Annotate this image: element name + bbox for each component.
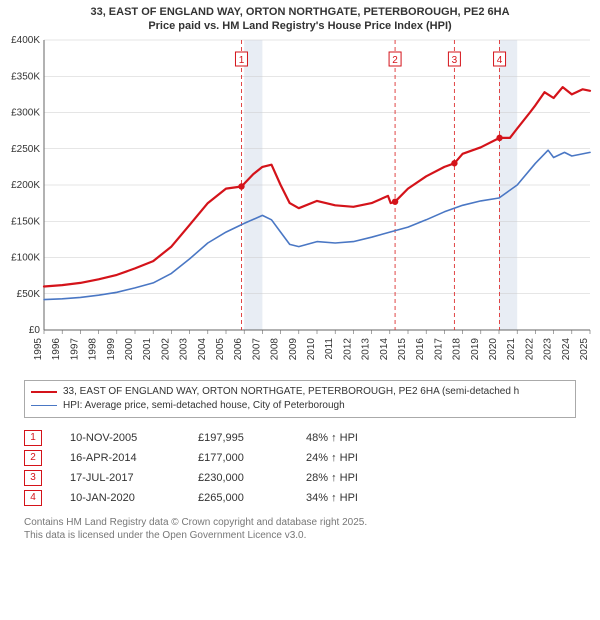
svg-text:1999: 1999 <box>106 337 117 360</box>
svg-text:£300K: £300K <box>11 107 40 118</box>
svg-text:£150K: £150K <box>11 216 40 227</box>
svg-text:2021: 2021 <box>506 337 517 360</box>
sale-point-date: 10-JAN-2020 <box>70 492 170 504</box>
sale-point-row: 1 10-NOV-2005 £197,995 48% ↑ HPI <box>24 428 576 448</box>
legend-label: HPI: Average price, semi-detached house,… <box>63 399 345 413</box>
sale-point-delta: 34% ↑ HPI <box>306 492 396 504</box>
svg-text:2018: 2018 <box>452 337 463 360</box>
svg-text:2000: 2000 <box>124 337 135 360</box>
svg-text:£100K: £100K <box>11 252 40 263</box>
svg-text:2006: 2006 <box>233 337 244 360</box>
chart-title: 33, EAST OF ENGLAND WAY, ORTON NORTHGATE… <box>0 0 600 36</box>
svg-text:2003: 2003 <box>179 337 190 360</box>
svg-text:1996: 1996 <box>51 337 62 360</box>
svg-text:2004: 2004 <box>197 337 208 360</box>
svg-text:2002: 2002 <box>160 337 171 360</box>
sale-point-date: 17-JUL-2017 <box>70 472 170 484</box>
legend-swatch <box>31 391 57 393</box>
svg-text:£400K: £400K <box>11 36 40 46</box>
title-line-2: Price paid vs. HM Land Registry's House … <box>4 20 596 34</box>
sale-point-row: 2 16-APR-2014 £177,000 24% ↑ HPI <box>24 448 576 468</box>
data-licence-caption: Contains HM Land Registry data © Crown c… <box>24 516 576 542</box>
svg-text:£50K: £50K <box>17 288 41 299</box>
sale-point-row: 4 10-JAN-2020 £265,000 34% ↑ HPI <box>24 488 576 508</box>
svg-text:2023: 2023 <box>543 337 554 360</box>
sale-points-table: 1 10-NOV-2005 £197,995 48% ↑ HPI 2 16-APR-201… <box>24 428 576 508</box>
legend-swatch <box>31 405 57 406</box>
svg-text:2015: 2015 <box>397 337 408 360</box>
sale-point-price: £197,995 <box>198 432 278 444</box>
svg-text:2016: 2016 <box>415 337 426 360</box>
legend-item: HPI: Average price, semi-detached house,… <box>31 399 569 413</box>
sale-point-marker: 4 <box>24 490 42 506</box>
legend-item: 33, EAST OF ENGLAND WAY, ORTON NORTHGATE… <box>31 385 569 399</box>
svg-text:£350K: £350K <box>11 71 40 82</box>
svg-text:4: 4 <box>497 55 503 66</box>
sale-point-date: 16-APR-2014 <box>70 452 170 464</box>
sale-point-marker: 1 <box>24 430 42 446</box>
svg-text:2001: 2001 <box>142 337 153 360</box>
svg-text:2019: 2019 <box>470 337 481 360</box>
svg-text:2: 2 <box>392 55 398 66</box>
title-line-1: 33, EAST OF ENGLAND WAY, ORTON NORTHGATE… <box>4 6 596 20</box>
svg-text:1998: 1998 <box>88 337 99 360</box>
sale-point-marker: 2 <box>24 450 42 466</box>
svg-text:1997: 1997 <box>69 337 80 360</box>
sale-point-delta: 28% ↑ HPI <box>306 472 396 484</box>
svg-text:2011: 2011 <box>324 337 335 359</box>
svg-text:2012: 2012 <box>342 337 353 360</box>
svg-text:2005: 2005 <box>215 337 226 360</box>
legend: 33, EAST OF ENGLAND WAY, ORTON NORTHGATE… <box>24 380 576 418</box>
svg-text:2007: 2007 <box>251 337 262 360</box>
svg-text:1995: 1995 <box>33 337 44 360</box>
sale-point-row: 3 17-JUL-2017 £230,000 28% ↑ HPI <box>24 468 576 488</box>
legend-label: 33, EAST OF ENGLAND WAY, ORTON NORTHGATE… <box>63 385 519 399</box>
sale-point-delta: 24% ↑ HPI <box>306 452 396 464</box>
sale-point-price: £230,000 <box>198 472 278 484</box>
caption-line-2: This data is licensed under the Open Gov… <box>24 529 576 542</box>
sale-point-date: 10-NOV-2005 <box>70 432 170 444</box>
sale-point-delta: 48% ↑ HPI <box>306 432 396 444</box>
svg-text:2025: 2025 <box>579 337 590 360</box>
svg-text:2008: 2008 <box>270 337 281 360</box>
svg-text:2014: 2014 <box>379 337 390 360</box>
svg-text:£0: £0 <box>29 325 41 336</box>
svg-text:2017: 2017 <box>433 337 444 360</box>
svg-text:3: 3 <box>452 55 458 66</box>
caption-line-1: Contains HM Land Registry data © Crown c… <box>24 516 576 529</box>
svg-text:£200K: £200K <box>11 180 40 191</box>
sale-point-price: £177,000 <box>198 452 278 464</box>
chart-svg: £0 £50K £100K £150K £200K £250K £300K £350K £400… <box>0 36 600 376</box>
sale-point-price: £265,000 <box>198 492 278 504</box>
svg-text:2010: 2010 <box>306 337 317 360</box>
svg-text:£250K: £250K <box>11 143 40 154</box>
svg-text:2020: 2020 <box>488 337 499 360</box>
price-chart: £0 £50K £100K £150K £200K £250K £300K £350K £400… <box>0 36 600 376</box>
svg-text:1: 1 <box>239 55 245 66</box>
sale-point-marker: 3 <box>24 470 42 486</box>
svg-text:2022: 2022 <box>524 337 535 360</box>
svg-text:2024: 2024 <box>561 337 572 360</box>
svg-text:2013: 2013 <box>361 337 372 360</box>
svg-text:2009: 2009 <box>288 337 299 360</box>
